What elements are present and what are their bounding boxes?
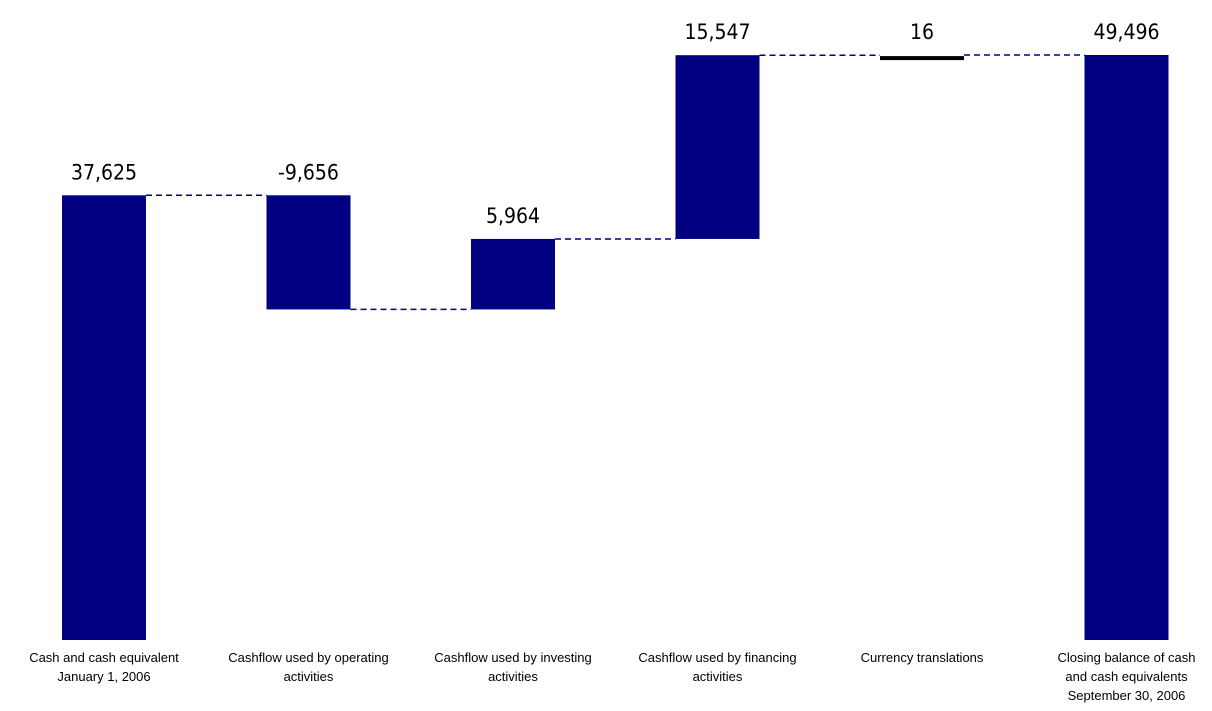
- category-label-line: and cash equivalents: [1065, 669, 1188, 684]
- category-label-line: activities: [284, 669, 334, 684]
- bar-4: [675, 55, 760, 239]
- value-label-1: 37,625: [71, 160, 137, 184]
- bar-1: [62, 195, 146, 640]
- bar-3: [471, 238, 555, 310]
- bar-6: [1084, 55, 1169, 640]
- value-label-6: 49,496: [1093, 20, 1159, 44]
- category-label-line: Closing balance of cash: [1057, 650, 1195, 665]
- category-label-line: Cashflow used by financing: [638, 650, 796, 665]
- category-label-2: Cashflow used by operating activities: [228, 650, 388, 684]
- category-label-line: Cashflow used by investing: [434, 650, 592, 665]
- value-label-3: 5,964: [486, 204, 540, 228]
- category-label-1: Cash and cash equivalent January 1, 2006: [29, 650, 179, 684]
- category-label-line: Cashflow used by operating: [228, 650, 388, 665]
- category-label-4: Cashflow used by financing activities: [638, 650, 796, 684]
- category-label-line: activities: [488, 669, 538, 684]
- bar-2: [266, 195, 351, 310]
- category-label-3: Cashflow used by investing activities: [434, 650, 592, 684]
- category-label-6: Closing balance of cash and cash equivale…: [1057, 650, 1195, 703]
- category-label-line: September 30, 2006: [1068, 688, 1186, 703]
- value-label-5: 16: [910, 20, 934, 44]
- category-label-line: Currency translations: [861, 650, 984, 665]
- bar-5: [880, 56, 964, 61]
- value-label-4: 15,547: [684, 20, 750, 44]
- category-label-5: Currency translations: [861, 650, 984, 665]
- value-label-2: -9,656: [278, 160, 339, 184]
- category-label-line: Cash and cash equivalent: [29, 650, 179, 665]
- category-label-line: January 1, 2006: [57, 669, 150, 684]
- category-label-line: activities: [693, 669, 743, 684]
